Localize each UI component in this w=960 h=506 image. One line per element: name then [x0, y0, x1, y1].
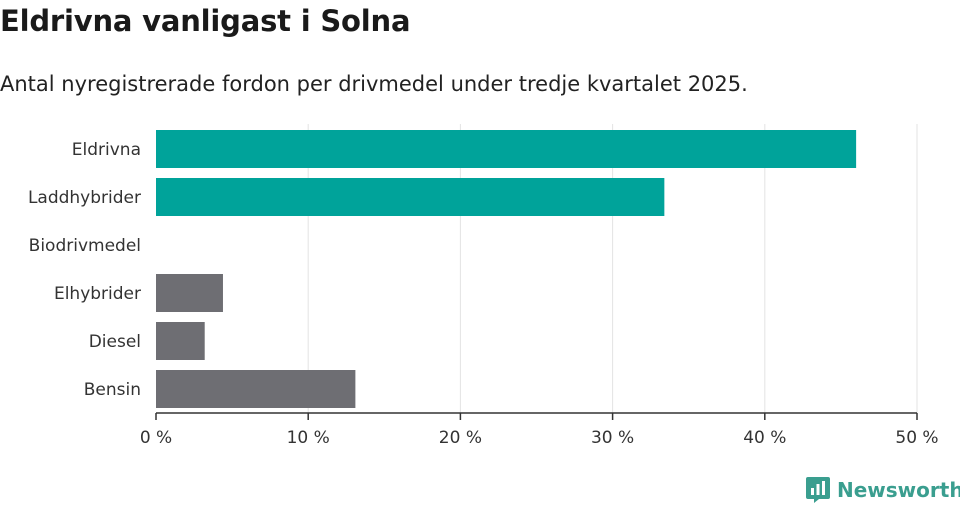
chart-subtitle: Antal nyregistrerade fordon per drivmede…	[0, 72, 748, 96]
category-label-diesel: Diesel	[89, 332, 141, 352]
brand-name: Newsworthy	[837, 478, 960, 502]
chart-title: Eldrivna vanligast i Solna	[0, 4, 411, 38]
newsworthy-logo-icon	[806, 477, 830, 503]
bar-laddhybrider	[156, 178, 665, 216]
category-label-bensin: Bensin	[84, 380, 141, 400]
x-tick-label-0: 0 %	[140, 428, 172, 448]
bar-elhybrider	[156, 274, 223, 312]
x-tick-label-5: 50 %	[895, 428, 938, 448]
x-tick-label-1: 10 %	[287, 428, 330, 448]
bar-eldrivna	[156, 130, 857, 168]
brand-logo: Newsworthy	[805, 474, 960, 506]
category-label-elhybrider: Elhybrider	[54, 284, 141, 304]
category-label-biodrivmedel: Biodrivmedel	[29, 236, 141, 256]
category-label-eldrivna: Eldrivna	[72, 140, 141, 160]
x-tick-label-4: 40 %	[743, 428, 786, 448]
bar-bensin	[156, 370, 356, 408]
x-tick-label-2: 20 %	[439, 428, 482, 448]
x-tick-label-3: 30 %	[591, 428, 634, 448]
bar-diesel	[156, 322, 205, 360]
category-label-laddhybrider: Laddhybrider	[28, 188, 141, 208]
